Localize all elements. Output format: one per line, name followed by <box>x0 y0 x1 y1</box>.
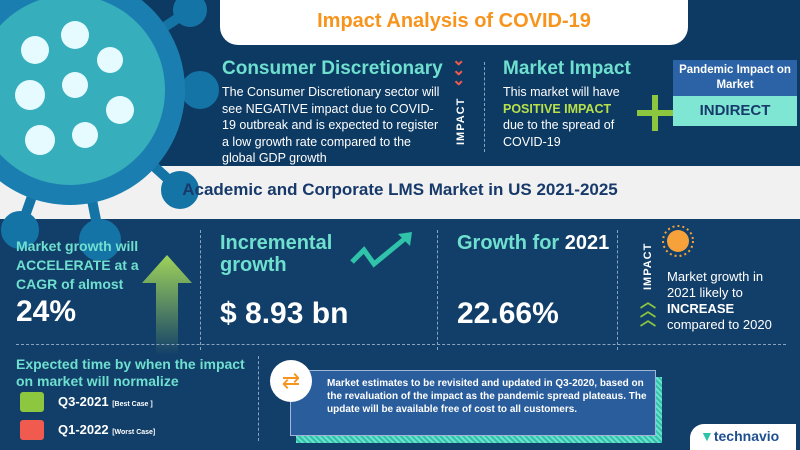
sector-text: The Consumer Discretionary sector will s… <box>222 85 440 165</box>
page-title: Impact Analysis of COVID-19 <box>220 0 688 45</box>
market-impact-line2: due to the spread of COVID-19 <box>503 118 615 149</box>
best-case-value: Q3-2021 <box>58 394 109 409</box>
virus-illustration-icon <box>0 0 219 260</box>
cagr-text: Market growth will ACCELERATE at a CAGR … <box>16 238 139 292</box>
virus-orange-icon <box>662 225 694 257</box>
divider <box>16 344 786 345</box>
impact-label: IMPACT <box>455 97 467 145</box>
increase-chevrons-icon: ︿ ︿ ︿ <box>640 294 657 329</box>
thumbs-up-icon <box>20 392 44 412</box>
growth-value: 22.66% <box>457 297 559 330</box>
growth-heading: Growth for <box>457 232 560 254</box>
report-title: Academic and Corporate LMS Market in US … <box>182 180 618 199</box>
normalize-heading: Expected time by when the impact on mark… <box>16 356 245 389</box>
pandemic-impact-value: INDIRECT <box>673 96 797 126</box>
plus-icon <box>637 95 673 131</box>
sector-heading: Consumer Discretionary <box>222 58 443 79</box>
market-impact-heading: Market Impact <box>503 58 631 79</box>
negative-chevrons-icon: ⌄ ⌄ ⌄ <box>452 52 466 89</box>
worst-case-label: [Worst Case] <box>112 429 156 436</box>
thumbs-down-icon <box>20 420 44 440</box>
incremental-heading: Incremental growth <box>220 232 333 276</box>
worst-case-value: Q1-2022 <box>58 422 109 437</box>
up-arrow-icon <box>142 255 192 355</box>
pandemic-impact-heading: Pandemic Impact on Market <box>673 60 797 96</box>
cagr-value: 24% <box>16 295 77 328</box>
best-case-label: [Best Case ] <box>112 401 153 408</box>
trend-up-icon <box>350 232 412 268</box>
brand-name: technavio <box>713 428 780 444</box>
growth-year: 2021 <box>564 232 610 254</box>
impact2021-line1: Market growth in 2021 likely to <box>667 269 764 300</box>
impact2021-highlight: INCREASE <box>667 301 735 316</box>
refresh-icon: ⇄ <box>270 360 312 402</box>
divider <box>437 230 438 350</box>
market-impact-line1: This market will have <box>503 85 620 99</box>
update-note: Market estimates to be revisited and upd… <box>290 370 656 436</box>
technavio-logo: ▼technavio <box>690 424 796 450</box>
divider <box>200 230 201 350</box>
divider <box>484 62 485 152</box>
incremental-value: $ 8.93 bn <box>220 297 349 330</box>
impact-label: IMPACT <box>642 242 654 290</box>
divider <box>617 230 618 350</box>
market-impact-highlight: POSITIVE IMPACT <box>503 101 612 116</box>
impact2021-line2: compared to 2020 <box>667 317 772 332</box>
divider <box>258 356 259 441</box>
